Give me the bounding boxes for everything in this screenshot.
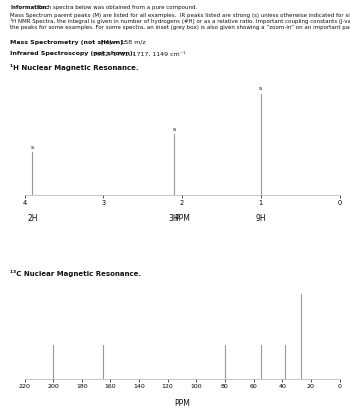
Text: PPM: PPM bbox=[174, 214, 190, 223]
Text: the peaks for some examples. For some spectra, an inset (grey box) is also given: the peaks for some examples. For some sp… bbox=[10, 25, 350, 30]
Text: 9H: 9H bbox=[256, 214, 266, 223]
Text: [M] = 158 m/z: [M] = 158 m/z bbox=[97, 40, 145, 45]
Text: Information:: Information: bbox=[10, 5, 49, 10]
Text: s: s bbox=[259, 86, 262, 91]
Text: 2H: 2H bbox=[27, 214, 38, 223]
Text: s: s bbox=[173, 127, 176, 132]
Text: 2982, 1731, 1717, 1149 cm⁻¹: 2982, 1731, 1717, 1149 cm⁻¹ bbox=[89, 51, 186, 56]
Text: ¹H NMR Spectra, the integral is given in number of hydrogens (#H) or as a relati: ¹H NMR Spectra, the integral is given in… bbox=[10, 18, 350, 24]
Text: 3H: 3H bbox=[169, 214, 180, 223]
Text: PPM: PPM bbox=[174, 398, 190, 408]
Text: ¹H Nuclear Magnetic Resonance.: ¹H Nuclear Magnetic Resonance. bbox=[10, 64, 139, 71]
Text: s: s bbox=[31, 145, 34, 150]
Text: ¹³C Nuclear Magnetic Resonance.: ¹³C Nuclear Magnetic Resonance. bbox=[10, 270, 142, 277]
Text: Infrared Spectroscopy (not shown):: Infrared Spectroscopy (not shown): bbox=[10, 51, 136, 56]
Text: Mass Spectrum parent peaks (M) are listed for all examples.  IR peaks listed are: Mass Spectrum parent peaks (M) are liste… bbox=[10, 12, 350, 18]
Text: Each spectra below was obtained from a pure compound.: Each spectra below was obtained from a p… bbox=[36, 5, 197, 10]
Text: Mass Spectrometry (not shown):: Mass Spectrometry (not shown): bbox=[10, 40, 126, 45]
